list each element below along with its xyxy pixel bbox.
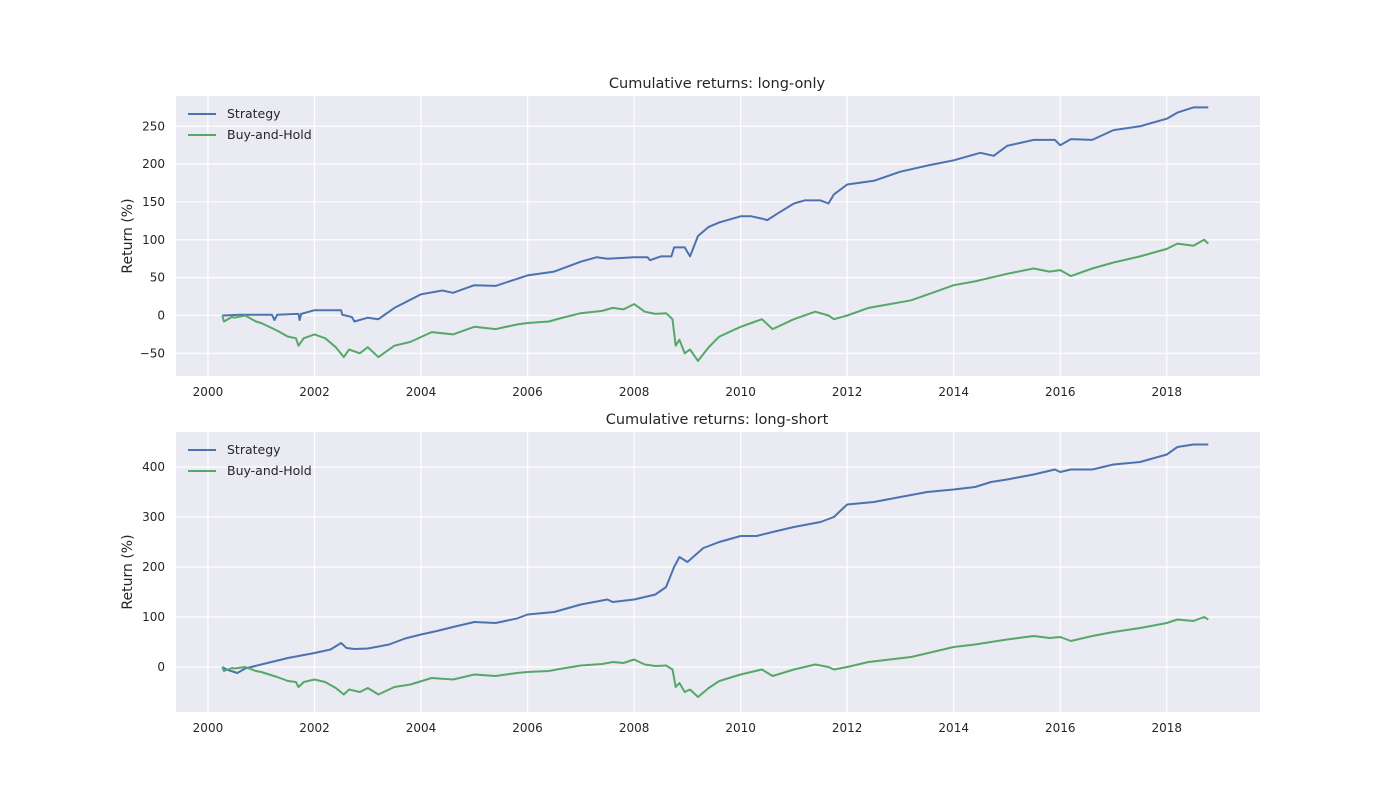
y-tick-label: 200 [142, 560, 165, 574]
x-tick-label: 2010 [725, 385, 756, 399]
y-tick-label: 150 [142, 195, 165, 209]
y-tick-label: 0 [157, 660, 165, 674]
x-tick-label: 2008 [619, 721, 650, 735]
y-tick-label: 200 [142, 157, 165, 171]
y-tick-label: 100 [142, 233, 165, 247]
y-axis-label: Return (%) [120, 534, 136, 609]
legend: Strategy Buy-and-Hold [188, 442, 312, 478]
x-tick-label: 2018 [1152, 385, 1183, 399]
series-lines [221, 443, 1209, 698]
x-tick-label: 2004 [406, 721, 437, 735]
x-tick-label: 2016 [1045, 721, 1076, 735]
x-tick-label: 2014 [938, 385, 969, 399]
x-tick-label: 2000 [193, 721, 224, 735]
legend-label-buy-and-hold: Buy-and-Hold [227, 463, 312, 478]
legend-label-buy-and-hold: Buy-and-Hold [227, 127, 312, 142]
y-tick-label: 0 [157, 308, 165, 322]
x-tick-label: 2006 [512, 385, 543, 399]
x-tick-label: 2008 [619, 385, 650, 399]
x-tick-label: 2006 [512, 721, 543, 735]
chart-title: Cumulative returns: long-only [609, 76, 826, 92]
x-tick-label: 2000 [193, 385, 224, 399]
x-tick-label: 2018 [1152, 721, 1183, 735]
y-tick-label: 250 [142, 119, 165, 133]
x-tick-label: 2012 [832, 721, 863, 735]
plot-area [176, 96, 1260, 376]
series-line-buy-and-hold [221, 238, 1209, 362]
x-tick-label: 2002 [299, 721, 330, 735]
plot-area [176, 432, 1260, 712]
tick-labels: 2000 2002 2004 2006 2008 2010 2012 2014 2016 2018… [140, 119, 1182, 399]
chart-long-only: Cumulative returns: long-only Return (%)… [120, 76, 1260, 399]
chart-title: Cumulative returns: long-short [606, 412, 829, 428]
x-tick-label: 2016 [1045, 385, 1076, 399]
gridlines [176, 96, 1260, 376]
y-tick-label: −50 [140, 346, 165, 360]
y-tick-label: 400 [142, 460, 165, 474]
gridlines [176, 432, 1260, 712]
x-tick-label: 2012 [832, 385, 863, 399]
x-tick-label: 2004 [406, 385, 437, 399]
series-line-buy-and-hold [221, 616, 1209, 698]
x-tick-label: 2002 [299, 385, 330, 399]
legend-label-strategy: Strategy [227, 106, 281, 121]
legend-label-strategy: Strategy [227, 442, 281, 457]
series-line-strategy [221, 443, 1209, 674]
series-lines [221, 106, 1209, 362]
y-tick-label: 100 [142, 610, 165, 624]
chart-long-short: Cumulative returns: long-short Return (%… [120, 412, 1260, 735]
y-tick-label: 50 [150, 271, 165, 285]
y-tick-label: 300 [142, 510, 165, 524]
series-line-strategy [222, 106, 1209, 323]
x-tick-label: 2014 [938, 721, 969, 735]
x-tick-label: 2010 [725, 721, 756, 735]
legend: Strategy Buy-and-Hold [188, 106, 312, 142]
tick-labels: 2000 2002 2004 2006 2008 2010 2012 2014 2016 2018… [142, 460, 1182, 735]
y-axis-label: Return (%) [120, 198, 136, 273]
